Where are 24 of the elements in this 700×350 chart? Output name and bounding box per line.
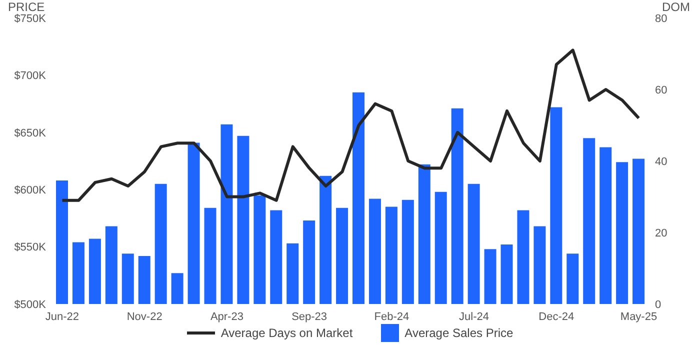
x-tick-label: Apr-23 <box>210 310 244 323</box>
y-tick-label: $700K <box>14 70 47 82</box>
line-series <box>60 48 640 202</box>
y-tick-label: $550K <box>14 242 47 254</box>
x-tick-label: May-25 <box>620 310 658 323</box>
x-tick-label: Nov-22 <box>126 310 162 323</box>
y2-tick-label: 60 <box>655 84 668 96</box>
x-tick-label: Sep-23 <box>292 310 328 323</box>
y-tick-label: $500K <box>14 298 47 311</box>
legend-label: Average Days on Market <box>220 326 353 340</box>
legend-label: Average Sales Price <box>404 326 514 340</box>
y2-axis-title: DOM <box>662 0 690 14</box>
x-tick-label: Jun-22 <box>45 310 80 323</box>
y2-tick-label: 20 <box>655 227 668 240</box>
x-tick-label: Dec-24 <box>538 310 574 323</box>
y2-tick-label: 0 <box>655 298 662 311</box>
x-tick-label: Feb-24 <box>374 310 410 323</box>
y-tick-label: $650K <box>14 127 47 140</box>
y2-tick-label: 40 <box>655 156 668 168</box>
y-axis-title: PRICE <box>8 0 45 14</box>
y2-tick-label: 80 <box>655 12 668 25</box>
y-tick-label: $600K <box>14 184 47 197</box>
x-tick-label: Jul-24 <box>459 310 490 323</box>
y-tick-label: $750K <box>14 12 47 25</box>
